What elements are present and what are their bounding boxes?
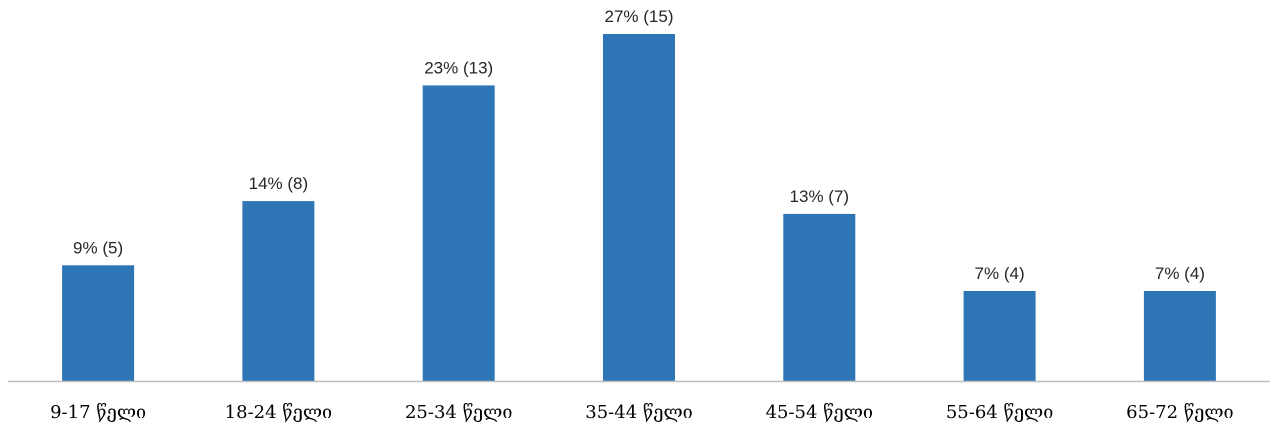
x-tick-label-4: 35-44 წელი: [585, 402, 692, 423]
x-tick-label-3: 25-34 წელი: [405, 402, 512, 423]
bar-7: [1143, 291, 1216, 381]
x-tick-label-2: 18-24 წელი: [225, 402, 332, 423]
x-tick-label-1: 9-17 წელი: [50, 402, 146, 423]
x-tick-labels-group: 9-17 წელი 18-24 წელი 25-34 წელი 35-44 წელი 4…: [50, 402, 1234, 423]
x-tick-label-6: 55-64 წელი: [946, 402, 1053, 423]
data-label-5: 13% (7): [790, 187, 850, 206]
bar-5: [783, 213, 856, 381]
data-label-4: 27% (15): [605, 7, 674, 26]
bar-1: [62, 265, 135, 381]
data-label-6: 7% (4): [975, 264, 1025, 283]
bar-6: [963, 291, 1036, 381]
x-tick-label-5: 45-54 წელი: [766, 402, 873, 423]
bar-2: [242, 201, 315, 381]
data-label-1: 9% (5): [73, 238, 123, 257]
bars-group: [62, 34, 1216, 382]
x-tick-label-7: 65-72 წელი: [1126, 402, 1233, 423]
data-label-7: 7% (4): [1155, 264, 1205, 283]
bar-4: [603, 34, 675, 381]
bar-3: [422, 85, 495, 382]
data-label-3: 23% (13): [424, 58, 493, 77]
data-labels-group: 9% (5) 14% (8) 23% (13) 27% (15) 13% (7) 7% (…: [73, 7, 1205, 283]
data-label-2: 14% (8): [249, 174, 309, 193]
